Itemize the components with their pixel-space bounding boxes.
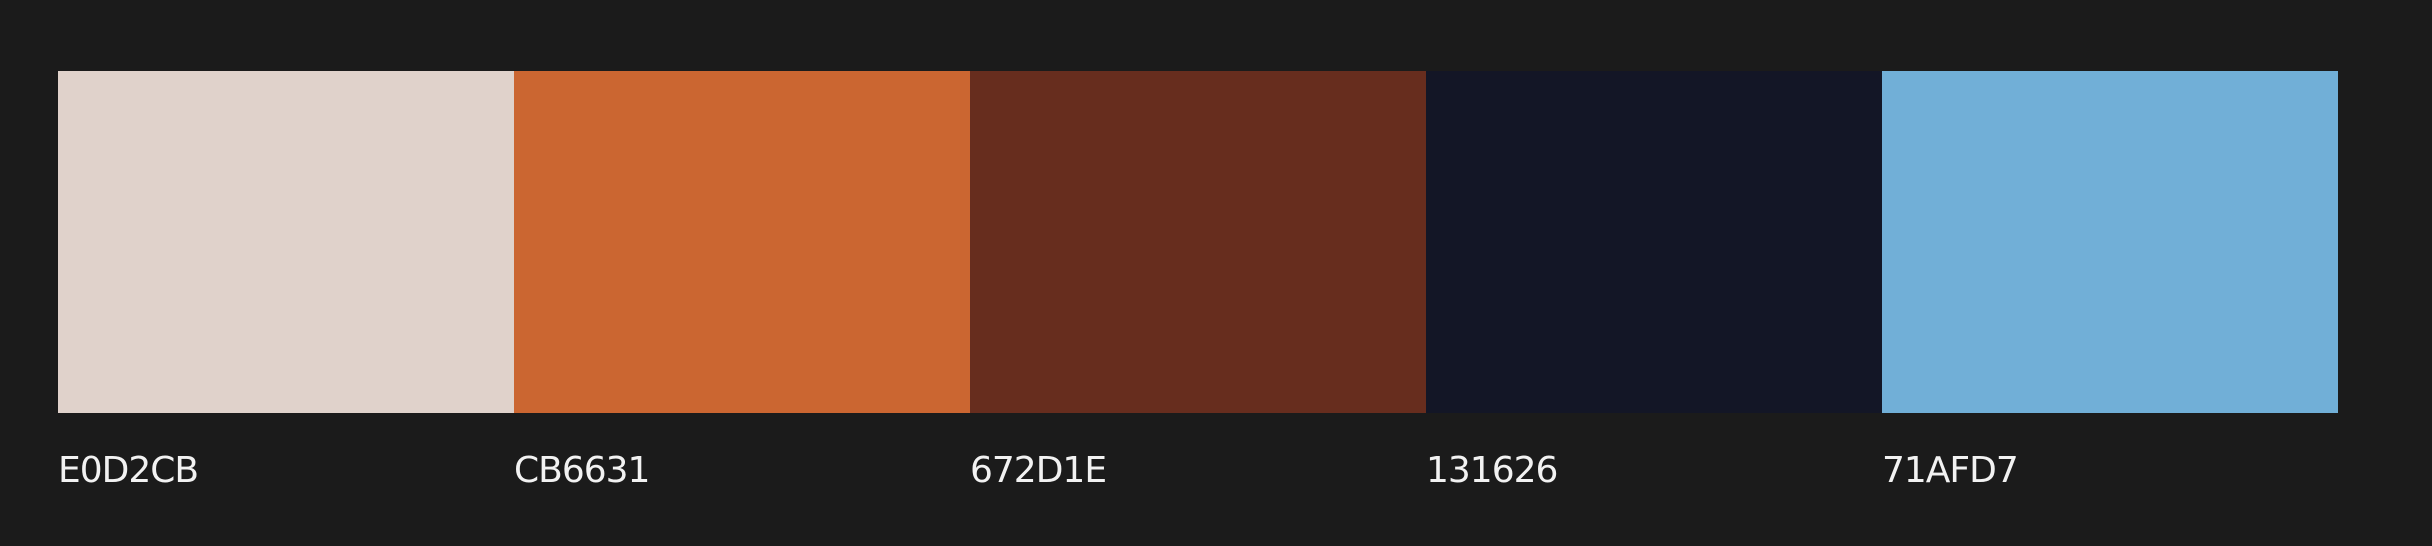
color-labels: E0D2CB CB6631 672D1E 131626 71AFD7 — [58, 446, 2338, 496]
color-swatch-2 — [514, 71, 970, 413]
color-label-4: 131626 — [1426, 450, 1558, 491]
color-swatch-1 — [58, 71, 514, 413]
color-label-5: 71AFD7 — [1882, 450, 2019, 491]
color-swatch-4 — [1426, 71, 1882, 413]
color-palette — [58, 71, 2338, 413]
color-swatch-3 — [970, 71, 1426, 413]
color-label-3: 672D1E — [970, 450, 1107, 491]
color-swatch-5 — [1882, 71, 2338, 413]
color-label-1: E0D2CB — [58, 450, 199, 491]
color-label-2: CB6631 — [514, 450, 650, 491]
